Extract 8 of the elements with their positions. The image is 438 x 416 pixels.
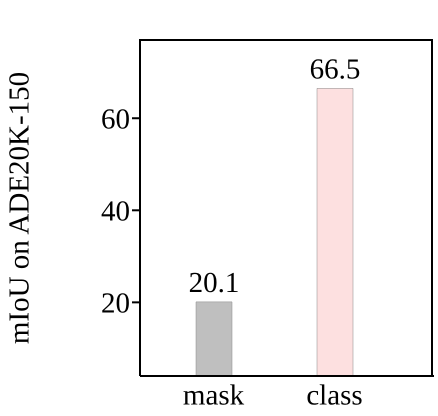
y-tick-label: 40 xyxy=(101,196,130,228)
y-tick-label: 60 xyxy=(101,104,130,136)
y-axis-title: mIoU on ADE20K-150 xyxy=(3,72,36,344)
x-tick-label: mask xyxy=(182,380,245,412)
x-tick-label: class xyxy=(306,380,363,412)
data-label: 66.5 xyxy=(310,53,360,86)
data-label: 20.1 xyxy=(188,266,240,299)
y-tick-label: 20 xyxy=(101,288,130,320)
